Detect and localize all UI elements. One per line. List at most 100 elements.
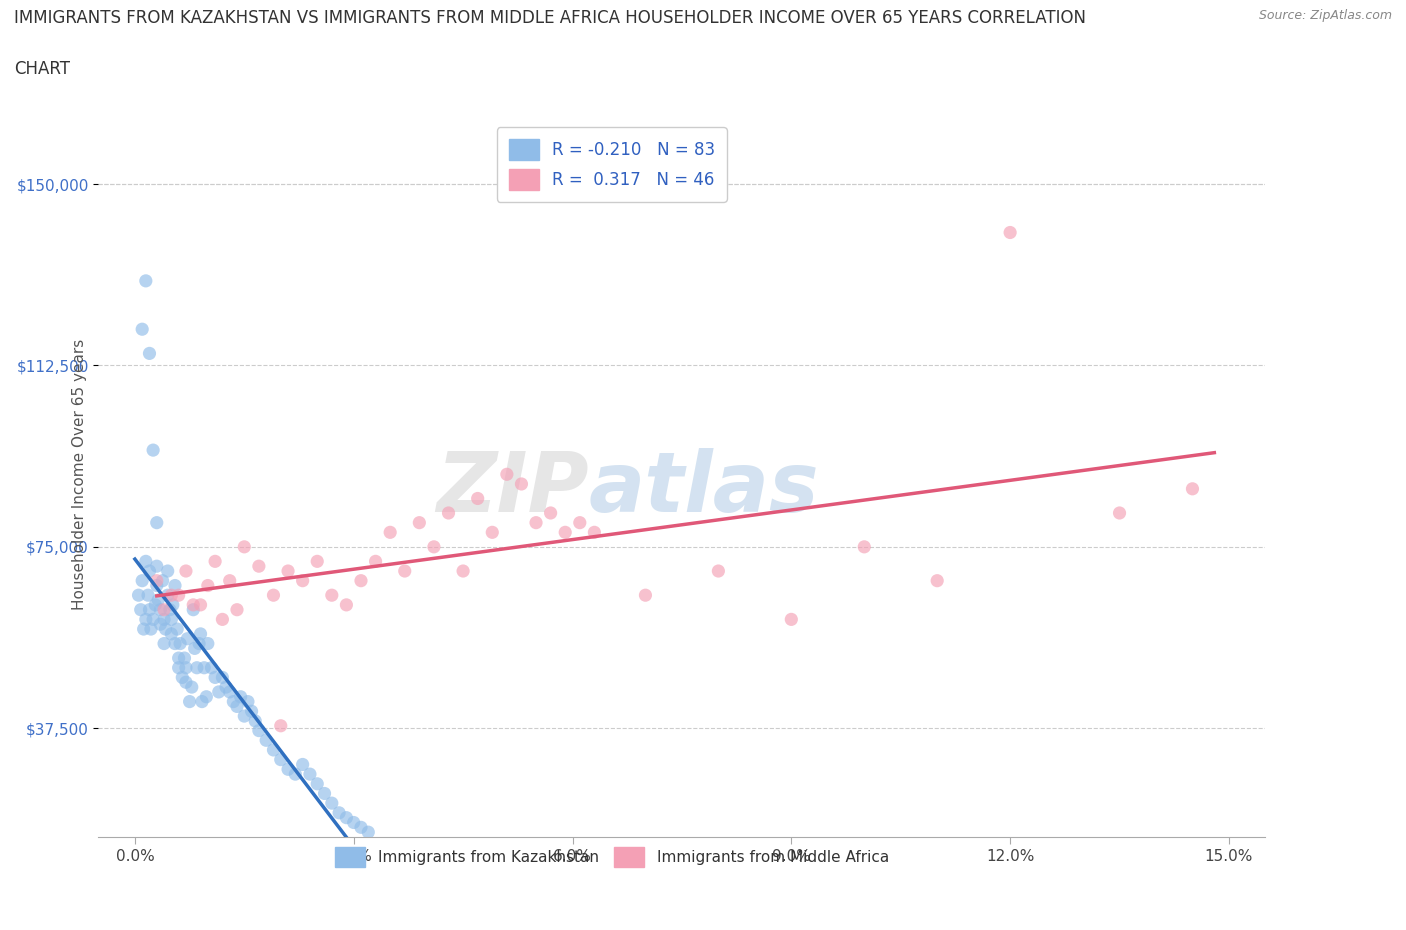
Point (321, 588, 343, 603)
Point (174, 675, 197, 690)
Point (780, 612, 803, 627)
Point (181, 597, 204, 612)
Point (131, 573, 153, 588)
Point (135, 273, 157, 288)
Point (394, 564, 416, 578)
Point (423, 539, 446, 554)
Point (226, 603, 249, 618)
Point (138, 564, 160, 578)
Point (437, 506, 460, 521)
Point (152, 573, 174, 588)
Point (186, 660, 208, 675)
Point (226, 699, 249, 714)
Point (179, 694, 201, 709)
Point (262, 588, 284, 603)
Point (1181, 482, 1204, 497)
Point (167, 660, 190, 675)
Point (510, 476, 533, 491)
Point (218, 573, 240, 588)
Point (568, 515, 591, 530)
Point (190, 597, 212, 612)
Point (142, 443, 165, 458)
Point (153, 603, 176, 618)
Point (328, 805, 350, 820)
Point (291, 573, 314, 588)
Point (277, 564, 299, 578)
Point (132, 621, 155, 636)
Point (148, 592, 170, 607)
Point (380, 525, 402, 539)
Point (284, 766, 307, 781)
Point (451, 564, 474, 578)
Text: atlas: atlas (589, 448, 820, 529)
Point (160, 612, 183, 627)
Point (181, 603, 204, 618)
Point (524, 515, 547, 530)
Point (298, 766, 321, 781)
Point (211, 670, 233, 684)
Text: ZIP: ZIP (436, 448, 589, 529)
Point (160, 588, 183, 603)
Point (262, 742, 284, 757)
Point (153, 636, 176, 651)
Point (149, 603, 172, 618)
Point (291, 757, 314, 772)
Point (163, 578, 186, 593)
Point (146, 515, 169, 530)
Point (583, 525, 606, 539)
Point (335, 810, 357, 825)
Point (138, 603, 160, 618)
Point (215, 680, 238, 695)
Point (240, 704, 263, 719)
Point (183, 641, 205, 656)
Point (173, 651, 195, 666)
Point (197, 636, 219, 651)
Point (321, 796, 343, 811)
Point (467, 491, 489, 506)
Point (357, 825, 380, 840)
Point (169, 636, 191, 651)
Point (222, 694, 245, 709)
Point (146, 559, 169, 574)
Point (166, 621, 188, 636)
Point (155, 621, 177, 636)
Point (156, 588, 179, 603)
Point (314, 786, 336, 801)
Point (204, 670, 226, 684)
Point (307, 554, 329, 569)
Point (554, 525, 576, 539)
Point (927, 573, 949, 588)
Point (481, 525, 503, 539)
Point (172, 670, 194, 684)
Point (146, 573, 169, 588)
Point (176, 631, 198, 646)
Point (634, 588, 657, 603)
Point (350, 573, 373, 588)
Text: Source: ZipAtlas.com: Source: ZipAtlas.com (1258, 9, 1392, 22)
Point (236, 694, 259, 709)
Point (135, 554, 157, 569)
Point (139, 621, 162, 636)
Point (174, 564, 197, 578)
Point (153, 612, 176, 627)
Point (143, 597, 166, 612)
Point (233, 709, 256, 724)
Point (156, 564, 179, 578)
Point (1108, 506, 1130, 521)
Point (270, 752, 292, 767)
Point (218, 684, 240, 699)
Point (190, 627, 212, 642)
Point (138, 346, 160, 361)
Point (180, 680, 202, 695)
Point (208, 684, 231, 699)
Point (174, 660, 197, 675)
Point (131, 322, 153, 337)
Point (277, 762, 299, 777)
Point (160, 627, 183, 642)
Text: CHART: CHART (14, 60, 70, 78)
Point (998, 225, 1021, 240)
Point (163, 636, 186, 651)
Text: IMMIGRANTS FROM KAZAKHSTAN VS IMMIGRANTS FROM MIDDLE AFRICA HOUSEHOLDER INCOME O: IMMIGRANTS FROM KAZAKHSTAN VS IMMIGRANTS… (14, 9, 1085, 27)
Point (193, 660, 215, 675)
Legend: Immigrants from Kazakhstan, Immigrants from Middle Africa: Immigrants from Kazakhstan, Immigrants f… (329, 841, 896, 873)
